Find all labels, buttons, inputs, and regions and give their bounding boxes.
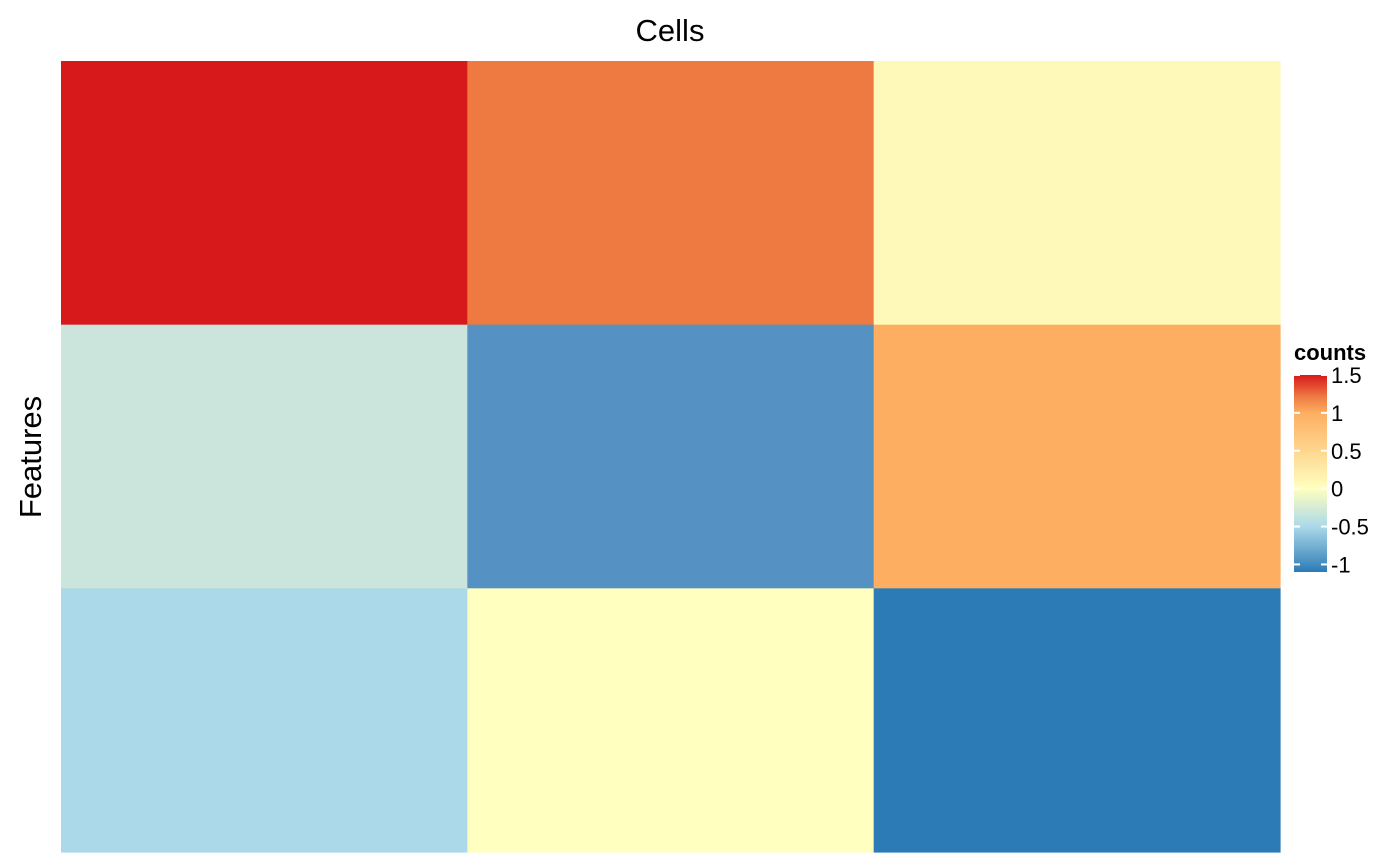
heatmap-cell-r1-c2	[467, 61, 875, 326]
heatmap-cell-r1-c1	[61, 61, 468, 326]
legend-title: counts	[1294, 340, 1366, 365]
legend-tick-label: 0	[1331, 477, 1343, 502]
legend-ticks: 1.5 1 0.5 0 -0.5 -1	[1294, 363, 1369, 577]
legend-tick-label: 1.5	[1331, 363, 1362, 388]
legend-color-bar	[1294, 375, 1327, 572]
heatmap-cell-r2-c1	[61, 324, 468, 589]
heatmap-cell-r1-c3	[873, 61, 1281, 326]
legend-tick-label: 0.5	[1331, 439, 1362, 464]
column-title: Cells	[636, 13, 705, 48]
heatmap-cell-r3-c1	[61, 588, 468, 853]
row-title: Features	[13, 396, 48, 518]
color-legend: counts 1.5 1 0.5 0 -0.5 -1	[1294, 340, 1369, 577]
legend-tick-label: 1	[1331, 401, 1343, 426]
heatmap-cell-r2-c2	[467, 324, 875, 589]
heatmap-cells	[61, 61, 1281, 853]
heatmap-cell-r2-c3	[873, 324, 1281, 589]
legend-tick-label: -0.5	[1331, 515, 1369, 540]
heatmap-cell-r3-c3	[873, 588, 1281, 853]
heatmap-cell-r3-c2	[467, 588, 875, 853]
legend-tick-label: -1	[1331, 552, 1351, 577]
